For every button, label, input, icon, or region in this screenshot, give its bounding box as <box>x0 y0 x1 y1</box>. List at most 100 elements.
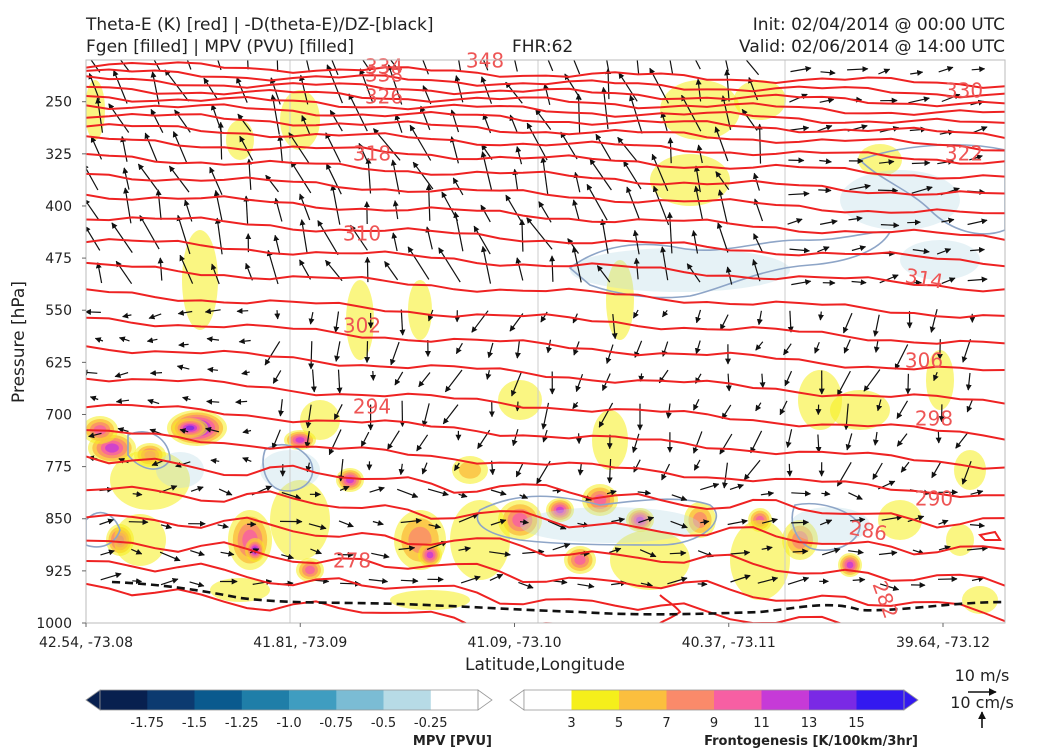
wind-vector <box>119 60 131 73</box>
wind-vector <box>694 60 701 70</box>
wind-vector <box>640 581 653 588</box>
wind-vector <box>274 310 281 320</box>
wind-vector <box>639 549 657 558</box>
title-line1: Theta-E (K) [red] | -D(theta-E)/DZ-[blac… <box>86 15 434 35</box>
wind-vector <box>86 225 101 251</box>
wind-vector <box>394 371 404 386</box>
fgen-fill <box>182 230 218 330</box>
fgen-fill <box>270 480 330 560</box>
wind-vector <box>328 429 342 456</box>
colorbar-tick-label: -0.75 <box>319 716 353 731</box>
wind-vector <box>412 161 434 190</box>
wind-vector <box>396 488 419 498</box>
wind-vector <box>270 94 280 135</box>
wind-vector <box>115 398 130 405</box>
mpv-contour <box>858 144 1005 235</box>
wind-vector <box>217 523 229 529</box>
colorbar-swatch <box>383 690 432 710</box>
wind-vector <box>575 374 584 393</box>
wind-vector <box>961 460 972 485</box>
wind-vector <box>691 230 699 254</box>
theta-e-label: 302 <box>343 314 381 338</box>
fgen-fill <box>346 280 374 360</box>
wind-vector <box>850 516 866 523</box>
wind-vector <box>792 548 809 555</box>
wind-vector <box>696 144 703 164</box>
wind-vector <box>482 60 489 71</box>
mpv-fill <box>520 507 700 543</box>
theta-e-contour <box>86 112 1005 152</box>
wind-vector <box>243 195 250 224</box>
wind-vector <box>95 262 103 284</box>
wind-vector <box>577 463 584 476</box>
wind-vector <box>242 457 252 463</box>
wind-vector <box>460 575 481 584</box>
wind-vector <box>817 246 830 253</box>
wind-vector <box>455 342 463 355</box>
colorbar-tick-label: 9 <box>710 716 718 731</box>
theta-e-label: 314 <box>903 263 945 293</box>
wind-vector <box>390 159 400 195</box>
wind-vector <box>601 86 609 130</box>
fgen-fill <box>390 590 470 610</box>
wind-vector <box>756 310 763 326</box>
mpv-contour <box>791 502 861 552</box>
wind-vector <box>900 461 910 473</box>
wind-vector <box>90 60 101 73</box>
colorbar-frame <box>523 689 905 711</box>
fgen-fill <box>962 586 998 614</box>
fgen-fill <box>846 561 854 569</box>
wind-vector <box>910 69 924 76</box>
mpv-fill <box>156 452 204 488</box>
wind-vector <box>543 83 551 106</box>
wind-vector <box>912 248 930 255</box>
wind-vector <box>422 60 429 75</box>
wind-vector <box>308 341 315 370</box>
wind-vector <box>790 65 812 73</box>
wind-vector <box>873 339 880 353</box>
x-tick-label: 42.54, -73.08 <box>39 635 133 651</box>
wind-vector <box>817 124 833 132</box>
colorbar-tick-label: -1.5 <box>182 716 207 731</box>
theta-e-label: 306 <box>905 349 943 373</box>
wind-vector <box>540 156 549 195</box>
wind-vector <box>86 198 100 221</box>
wind-vector <box>605 344 614 364</box>
wind-vector <box>586 183 608 221</box>
wind-vector <box>633 459 641 473</box>
wind-vector <box>290 161 312 194</box>
theta-e-label: 338 <box>365 63 403 87</box>
theta-e-contour <box>86 85 1005 116</box>
colorbar-tick-label: -1.75 <box>130 716 164 731</box>
wind-vector <box>872 462 883 480</box>
theta-e-contour <box>86 582 567 623</box>
wind-vector <box>843 339 851 354</box>
wind-vector <box>730 549 751 556</box>
colorbar-swatch <box>336 690 385 710</box>
x-ticks: 42.54, -73.08 41.81, -73.09 41.09, -73.10 4… <box>39 623 990 651</box>
wind-vector <box>131 548 143 555</box>
wind-vector <box>272 370 282 384</box>
forecast-hour: FHR:62 <box>512 37 574 57</box>
wind-vector <box>522 548 545 555</box>
wind-vector <box>86 309 101 316</box>
wind-vector <box>938 545 951 551</box>
wind-vector <box>511 429 519 447</box>
wind-vector <box>611 314 618 340</box>
wind-vector <box>218 488 233 496</box>
wind-vector <box>852 576 866 583</box>
wind-vector <box>609 547 622 554</box>
wind-vector <box>298 193 311 221</box>
colorbar-swatch <box>289 690 337 710</box>
wind-vector <box>815 434 822 453</box>
wind-vector <box>305 404 312 429</box>
wind-vector <box>329 109 343 132</box>
wind-vector <box>938 66 954 73</box>
wind-vector <box>967 218 988 226</box>
wind-vector <box>633 257 640 280</box>
wind-vector <box>204 308 221 315</box>
wind-vector <box>669 60 674 75</box>
wind-vector <box>741 60 760 76</box>
colorbar-tick-label: -1.25 <box>225 716 259 731</box>
